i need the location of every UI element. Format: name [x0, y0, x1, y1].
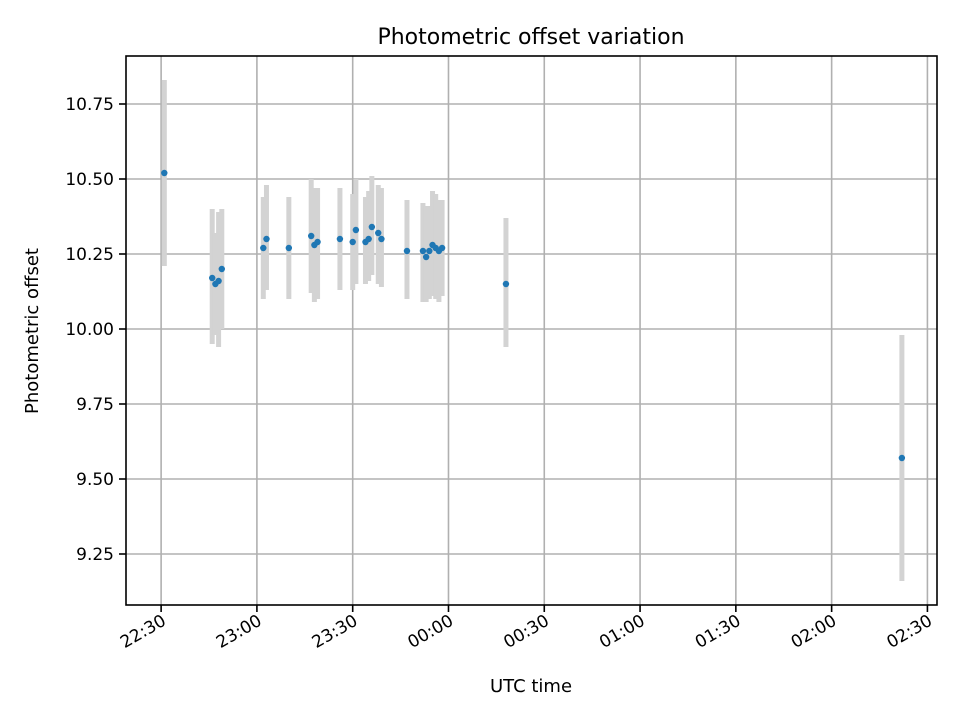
x-tick-label: 01:00	[596, 611, 648, 653]
data-point	[260, 244, 267, 252]
data-point	[898, 454, 906, 462]
x-axis-ticks: 22:30 23:00 23:30 00:00 00:30 01:00 01:30 02:00…	[117, 605, 936, 653]
data-point	[422, 253, 430, 261]
data-point	[349, 238, 356, 246]
data-point	[336, 235, 344, 243]
data-point	[438, 244, 446, 252]
error-bars	[161, 80, 905, 581]
chart-title: Photometric offset variation	[377, 25, 684, 50]
data-point	[403, 247, 411, 255]
data-point	[378, 235, 385, 243]
x-axis-label: UTC time	[490, 676, 572, 697]
y-tick-label: 10.25	[65, 245, 114, 265]
data-point	[161, 169, 168, 177]
y-tick-label: 9.75	[76, 395, 114, 415]
data-point	[365, 235, 372, 243]
x-tick-label: 01:30	[692, 611, 744, 653]
y-axis-ticks: 9.25 9.50 9.75 10.00 10.25 10.50 10.75	[65, 95, 126, 565]
data-point	[314, 238, 321, 246]
x-tick-label: 00:00	[405, 611, 457, 653]
data-point	[215, 277, 222, 285]
data-points	[161, 169, 906, 462]
data-point	[352, 226, 360, 234]
data-point	[375, 229, 382, 237]
x-tick-label: 23:00	[213, 611, 265, 653]
data-point	[419, 247, 427, 255]
x-tick-label: 00:30	[500, 611, 552, 653]
y-tick-label: 9.25	[76, 545, 114, 565]
x-tick-label: 22:30	[117, 611, 169, 653]
data-point	[209, 274, 216, 282]
x-tick-label: 23:30	[309, 611, 361, 653]
data-point	[285, 244, 293, 252]
y-tick-label: 10.50	[65, 170, 114, 190]
data-point	[368, 223, 376, 231]
data-point	[426, 247, 433, 255]
y-tick-label: 10.00	[65, 320, 114, 340]
y-tick-label: 10.75	[65, 95, 114, 115]
x-tick-label: 02:00	[788, 611, 840, 653]
data-point	[263, 235, 270, 243]
grid-lines	[126, 56, 937, 605]
plot-frame	[125, 55, 938, 606]
data-point	[218, 265, 225, 273]
y-axis-label: Photometric offset	[22, 248, 43, 414]
y-tick-label: 9.50	[76, 470, 114, 490]
data-point	[502, 280, 510, 288]
x-tick-label: 02:30	[883, 611, 935, 653]
data-point	[307, 232, 315, 240]
